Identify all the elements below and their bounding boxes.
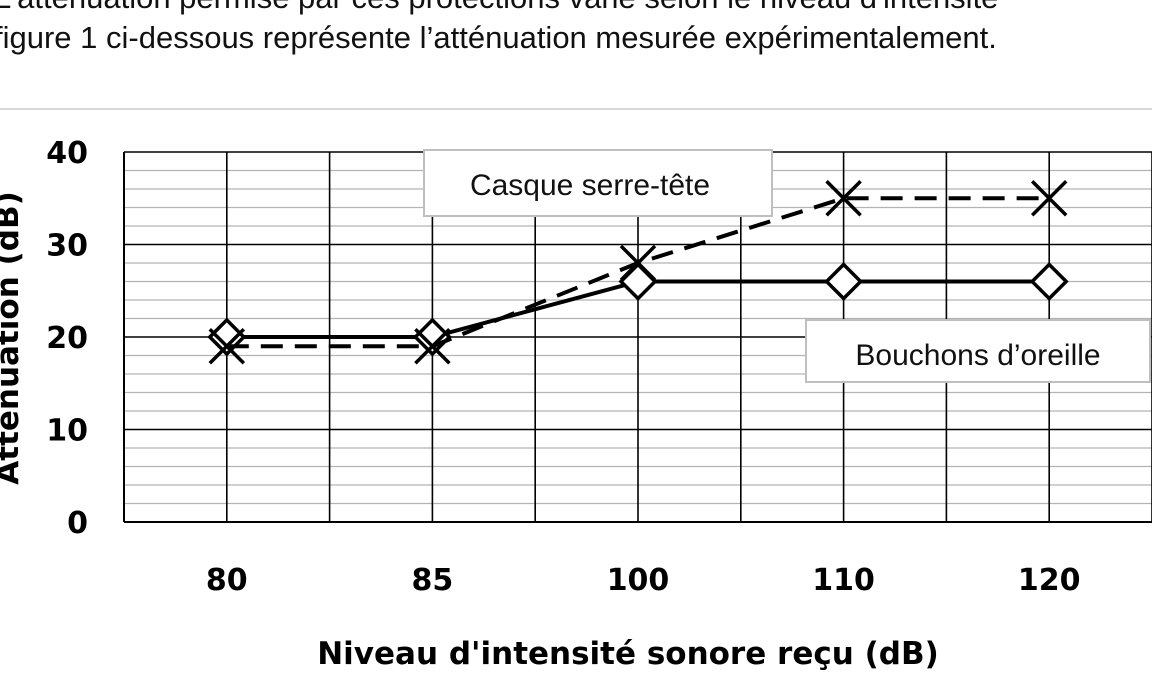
axes <box>123 152 1152 523</box>
x-tick-label: 120 <box>1018 563 1081 598</box>
x-marker <box>414 328 451 365</box>
y-tick-label: 20 <box>46 321 88 356</box>
legend-casque-serre-tete: Casque serre-tête <box>423 149 773 217</box>
legend-bouchons-box <box>805 319 1151 383</box>
diamond-marker <box>412 317 452 357</box>
y-axis-title: Atténuation (dB) <box>0 191 26 484</box>
x-tick-label: 85 <box>412 563 454 598</box>
diamond-marker <box>1029 262 1069 301</box>
legend-bouchons-label: Bouchons d’oreille <box>855 339 1100 372</box>
intro-text-line-2: figure 1 ci-dessous représente l’atténua… <box>0 20 997 55</box>
series-layer <box>207 180 1069 365</box>
legend-casque-box <box>423 149 773 217</box>
x-marker <box>1030 180 1068 217</box>
x-marker <box>825 180 862 217</box>
legend-bouchons-oreille: Bouchons d’oreille <box>805 319 1151 383</box>
y-tick-label: 30 <box>46 229 88 264</box>
x-tick-label: 110 <box>812 563 875 598</box>
x-axis-title: Niveau d'intensité sonore reçu (dB) <box>317 636 939 672</box>
legend-casque-label: Casque serre-tête <box>470 169 710 202</box>
diamond-marker <box>824 262 864 301</box>
y-tick-label: 10 <box>46 414 88 449</box>
series-casque <box>208 180 1068 365</box>
x-marker <box>619 244 657 282</box>
intro-text-line-1: L'atténuation permise par ces protection… <box>0 0 998 16</box>
tick-labels: 0 10 20 30 40 80 85 100 110 120 <box>46 136 1080 598</box>
section-divider <box>0 108 1152 110</box>
x-tick-label: 80 <box>206 563 248 598</box>
y-tick-label: 0 <box>67 506 88 541</box>
y-tick-label: 40 <box>46 136 88 171</box>
x-marker <box>208 328 246 365</box>
diamond-marker <box>207 317 247 357</box>
x-tick-label: 100 <box>607 563 670 598</box>
